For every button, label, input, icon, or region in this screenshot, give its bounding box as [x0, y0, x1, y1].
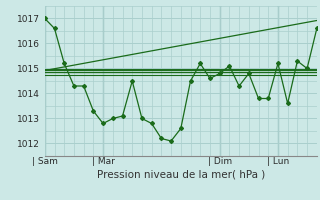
X-axis label: Pression niveau de la mer( hPa ): Pression niveau de la mer( hPa ) — [97, 169, 265, 179]
